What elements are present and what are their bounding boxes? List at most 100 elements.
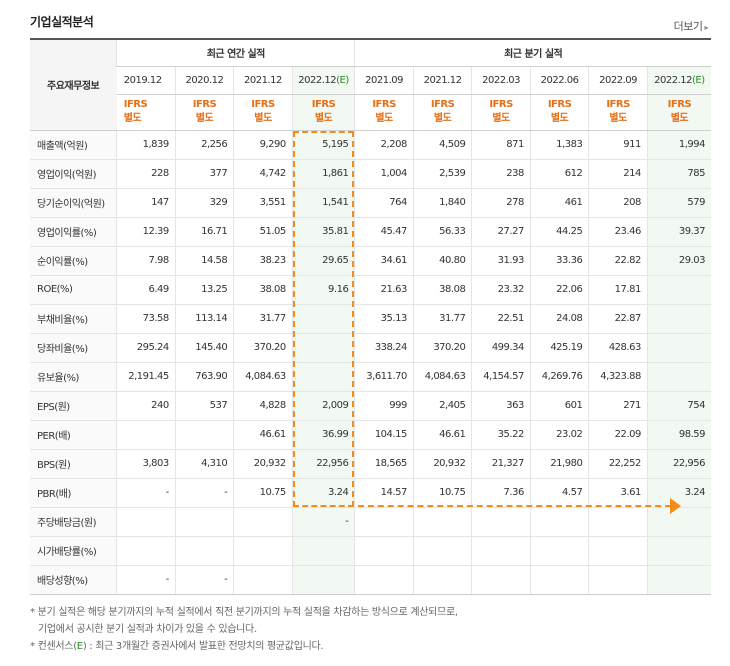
table-cell: 21.63 <box>354 275 414 305</box>
period-header: 2022.12(E) <box>646 66 711 95</box>
estimate-mark: (E) <box>692 74 705 86</box>
table-cell: 6.49 <box>116 275 176 305</box>
table-cell: 22.06 <box>529 275 589 305</box>
ifrs-header: IFRS 별도 <box>291 94 355 131</box>
ifrs-label: IFRS <box>430 99 455 110</box>
row-label: 시가배당률(%) <box>30 536 117 566</box>
table-cell: 1,383 <box>529 130 589 160</box>
table-cell: 35.22 <box>471 420 531 450</box>
table-bottom-divider <box>30 594 711 595</box>
table-cell: 3.61 <box>588 478 648 508</box>
table-cell: 22.51 <box>471 303 531 334</box>
table-cell: 35.13 <box>354 303 414 334</box>
footnote-2-e: E <box>76 641 83 652</box>
table-row: BPS(원) 3,803 4,310 20,932 22,956 18,565 20,932… <box>30 449 711 479</box>
ifrs-header: IFRS 별도 <box>412 94 472 131</box>
row-label: 유보율(%) <box>30 362 117 392</box>
chevron-right-icon: ▸ <box>704 23 708 32</box>
ifrs-label: IFRS <box>123 99 148 110</box>
table-cell: 34.61 <box>354 246 414 276</box>
table-cell <box>354 536 414 566</box>
table-cell <box>646 275 711 305</box>
table-cell: 240 <box>116 390 176 421</box>
financial-table: 주요재무정보 최근 연간 실적 최근 분기 실적 2019.12 2020.12 2… <box>30 38 711 595</box>
table-cell: 4,509 <box>412 130 472 160</box>
table-cell: 36.99 <box>291 420 355 450</box>
table-cell <box>291 303 355 334</box>
row-label: 당좌비율(%) <box>30 333 117 363</box>
table-cell: 208 <box>588 188 648 218</box>
table-cell <box>412 536 472 566</box>
row-label: 당기순이익(억원) <box>30 188 117 218</box>
table-cell: 23.02 <box>529 420 589 450</box>
period-header: 2021.09 <box>354 66 414 95</box>
row-label: 부채비율(%) <box>30 303 117 334</box>
table-cell: 16.71 <box>174 216 234 247</box>
table-cell: 147 <box>116 188 176 218</box>
ifrs-label: IFRS <box>606 99 630 110</box>
separate-label: 별도 <box>195 113 214 124</box>
footnote-2-post: ) : 최근 3개월간 증권사에서 발표한 전망치의 평균값입니다. <box>82 641 324 652</box>
footnote-1: * 분기 실적은 해당 분기까지의 누적 실적에서 직전 분기까지의 누적 실적… <box>30 607 458 618</box>
table-cell: 2,208 <box>354 130 414 160</box>
table-cell: 4,310 <box>174 449 234 479</box>
table-cell: 33.36 <box>529 246 589 276</box>
table-cell: 2,191.45 <box>116 362 176 392</box>
table-cell: 39.37 <box>646 216 711 247</box>
row-label: PBR(배) <box>30 478 117 508</box>
table-cell <box>116 536 176 566</box>
table-cell: 4,084.63 <box>233 362 293 392</box>
table-cell: 29.65 <box>291 246 355 276</box>
table-row: 유보율(%) 2,191.45 763.90 4,084.63 3,611.70 4,08… <box>30 362 711 392</box>
more-link[interactable]: 더보기 ▸ <box>674 18 709 34</box>
table-cell: 23.46 <box>588 216 648 247</box>
period-header: 2020.12 <box>174 66 234 95</box>
table-cell <box>471 536 531 566</box>
table-cell: 17.81 <box>588 275 648 305</box>
table-cell: 10.75 <box>412 478 472 508</box>
ifrs-header: IFRS 별도 <box>233 94 293 131</box>
table-cell: 278 <box>471 188 531 218</box>
ifrs-label: IFRS <box>251 99 275 110</box>
table-cell <box>174 420 234 450</box>
period-header: 2021.12 <box>233 66 293 95</box>
table-cell: 228 <box>116 159 176 189</box>
table-cell <box>233 565 293 595</box>
table-row: 영업이익(억원) 228 377 4,742 1,861 1,004 2,539 238 612… <box>30 159 711 189</box>
table-cell: 22.82 <box>588 246 648 276</box>
table-cell: 40.80 <box>412 246 472 276</box>
table-cell: 754 <box>646 390 711 421</box>
ifrs-label: IFRS <box>311 99 336 110</box>
table-cell: 113.14 <box>174 303 234 334</box>
table-cell <box>588 506 648 537</box>
table-row: 당좌비율(%) 295.24 145.40 370.20 338.24 370.20 499… <box>30 333 711 363</box>
table-cell: 3,611.70 <box>354 362 414 392</box>
table-row: 시가배당률(%) <box>30 536 711 566</box>
table-cell <box>233 536 293 566</box>
table-cell: 38.23 <box>233 246 293 276</box>
table-cell: 44.25 <box>529 216 589 247</box>
table-cell: - <box>116 478 176 508</box>
period-header: 2022.12(E) <box>291 66 355 95</box>
table-cell <box>174 506 234 537</box>
table-cell: 2,405 <box>412 390 472 421</box>
table-cell: 4,154.57 <box>471 362 531 392</box>
table-row: 당기순이익(억원) 147 329 3,551 1,541 764 1,840 278 461 2… <box>30 188 711 218</box>
ifrs-header: IFRS 별도 <box>354 94 414 131</box>
table-cell <box>116 506 176 537</box>
table-cell: 21,327 <box>471 449 531 479</box>
ifrs-header: IFRS 별도 <box>646 94 711 131</box>
table-cell <box>291 565 355 595</box>
table-cell: 14.57 <box>354 478 414 508</box>
separate-label: 별도 <box>550 113 569 124</box>
table-cell: 2,009 <box>291 390 355 421</box>
row-label: 주당배당금(원) <box>30 506 117 537</box>
table-cell: 21,980 <box>529 449 589 479</box>
table-cell: 10.75 <box>233 478 293 508</box>
table-cell: 238 <box>471 159 531 189</box>
row-label: BPS(원) <box>30 449 117 479</box>
separate-label: 별도 <box>609 113 627 124</box>
period-header: 2022.03 <box>471 66 531 95</box>
table-cell: 46.61 <box>233 420 293 450</box>
period-header: 2019.12 <box>116 66 176 95</box>
